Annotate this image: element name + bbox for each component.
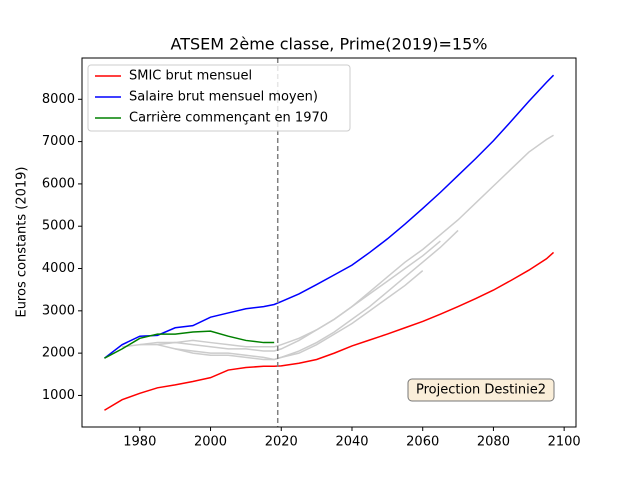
legend-label: Salaire brut mensuel moyen) [129,90,318,105]
x-tick-label: 2000 [194,435,227,450]
x-tick-label: 2020 [265,435,298,450]
y-tick-label: 2000 [42,346,75,361]
x-tick-label: 2080 [477,435,510,450]
legend-label: SMIC brut mensuel [129,69,252,84]
plot-frame [81,57,577,428]
y-tick-label: 5000 [42,219,75,234]
legend-label: Carrière commençant en 1970 [129,111,328,126]
series-line [139,134,554,348]
x-tick-label: 2060 [406,435,439,450]
series-line [104,251,555,411]
series-line [104,330,275,359]
series-line [175,270,424,361]
x-tick-label: 2100 [548,435,581,450]
y-tick-label: 6000 [42,176,75,191]
y-axis-label: Euros constants (2019) [15,166,30,317]
annotation-box [407,378,555,402]
annotation: Projection Destinie2 [416,383,546,398]
legend-box [87,64,351,132]
y-tick-label: 3000 [42,303,75,318]
chart-title: ATSEM 2ème classe, Prime(2019)=15% [171,35,488,54]
x-tick-label: 2040 [335,435,368,450]
y-tick-label: 1000 [42,388,75,403]
series-line [157,229,459,361]
x-tick-label: 1980 [123,435,156,450]
y-tick-label: 4000 [42,261,75,276]
y-tick-label: 8000 [42,92,75,107]
y-tick-label: 7000 [42,134,75,149]
series-line [103,74,555,359]
